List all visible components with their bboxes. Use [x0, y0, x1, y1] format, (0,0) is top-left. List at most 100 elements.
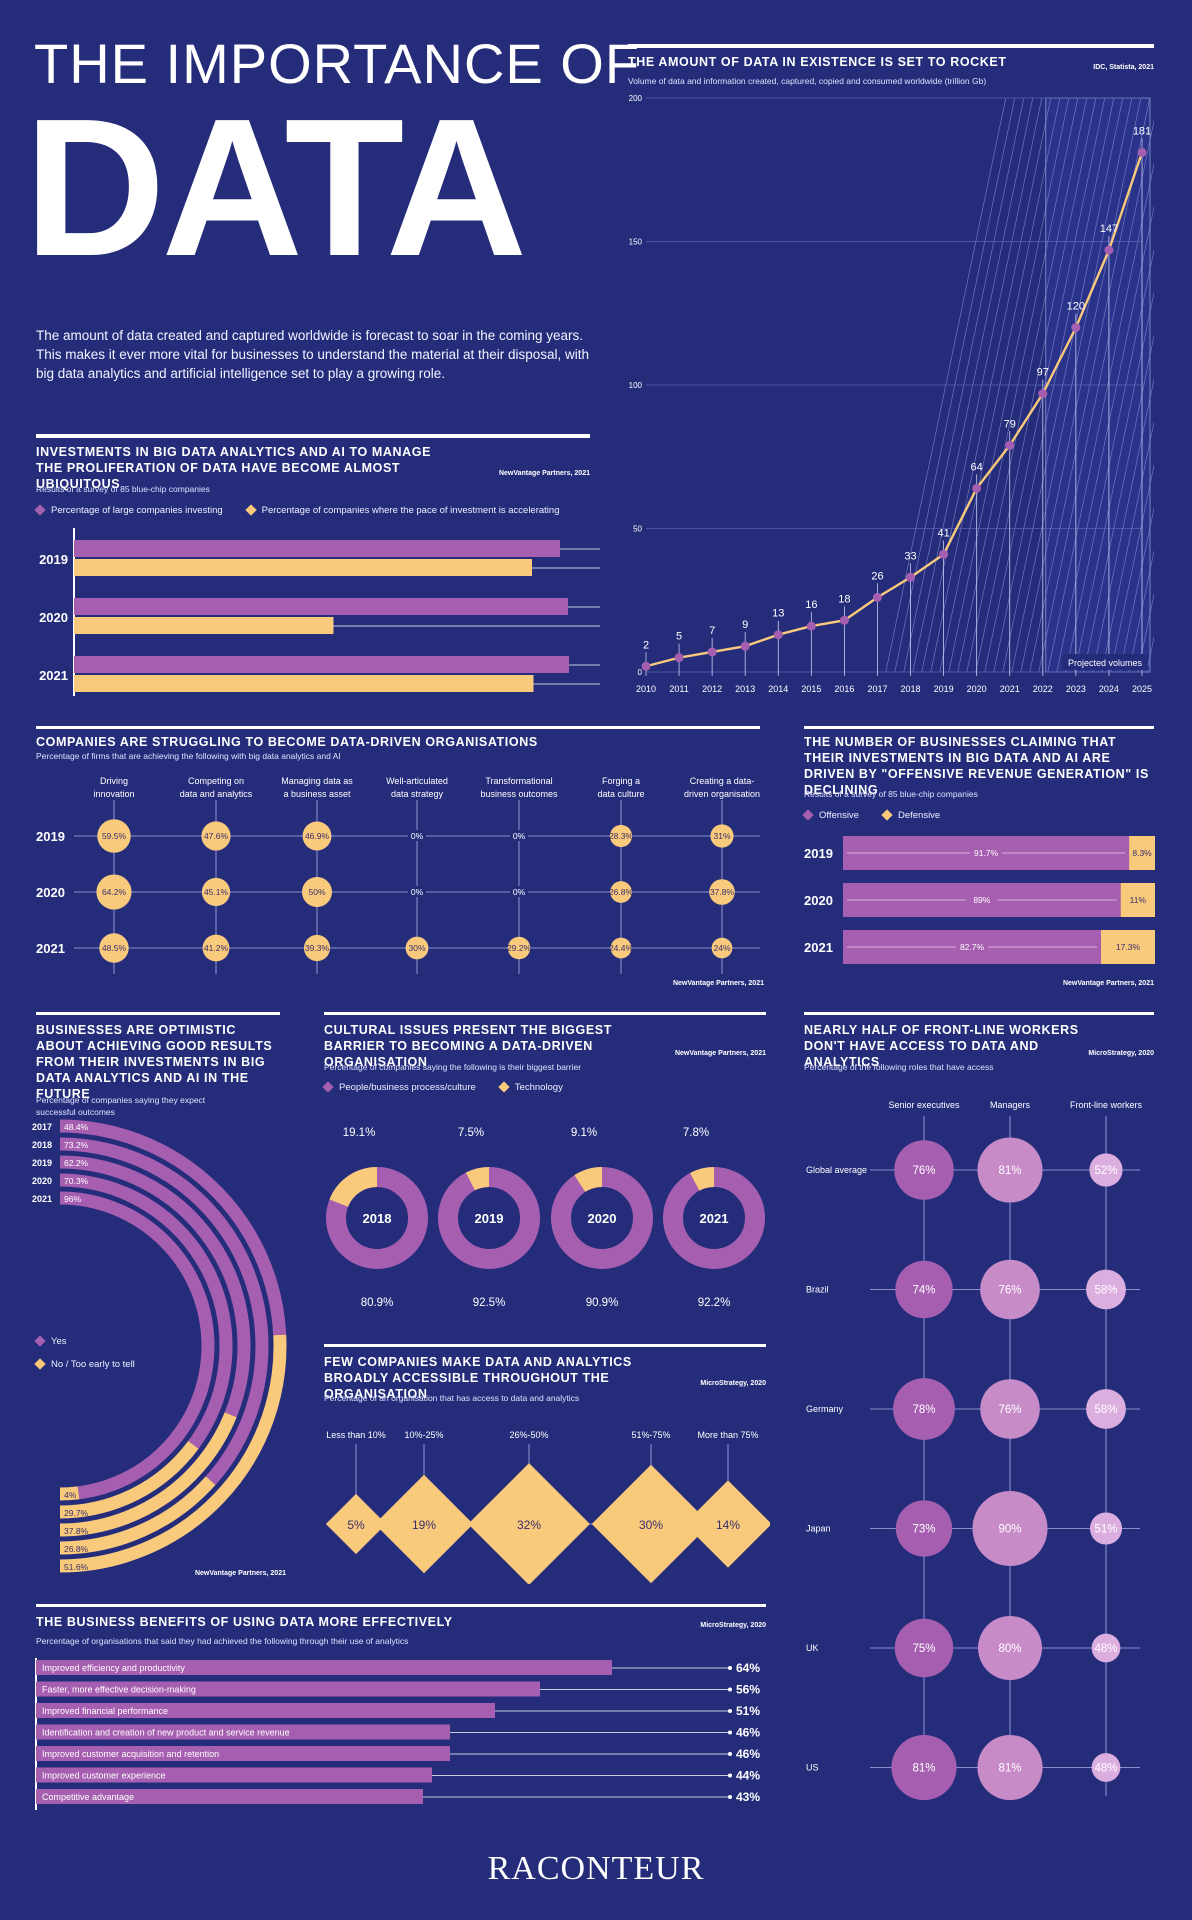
data-point [1071, 323, 1081, 333]
value-label: 31% [713, 831, 730, 841]
value-bubble [1086, 1389, 1126, 1429]
leader-dot [728, 1709, 732, 1713]
legend-item: People/business process/culture [322, 1081, 476, 1094]
value-label: 76% [998, 1285, 1021, 1297]
data-point [641, 661, 651, 671]
offensive-label: 82.7% [960, 942, 985, 952]
volume-line-chart: 0 50 100 150 200 2 2010 5 2011 7 2012 9 2013 13 2014 16… [629, 94, 1154, 694]
row-label: Brazil [806, 1285, 829, 1295]
diamond [468, 1463, 590, 1584]
frontline-title: NEARLY HALF OF FRONT-LINE WORKERS DON'T … [804, 1023, 1079, 1069]
leader-dot [728, 1687, 732, 1692]
value-dot [405, 936, 429, 960]
offensive-label: 91.7% [974, 848, 999, 858]
label-bg [970, 846, 1003, 860]
data-label: 147 [1100, 223, 1118, 235]
row-label: 2019 [36, 829, 65, 844]
legend-item: Defensive [881, 809, 940, 822]
value-dot [302, 821, 332, 851]
legend-item: Offensive [802, 809, 859, 822]
diamond [325, 1493, 387, 1555]
no-label: 51.6% [64, 1562, 89, 1572]
value-label: 76% [912, 1165, 935, 1177]
value-label: 56% [736, 1683, 760, 1697]
hatch-line [1119, 506, 1154, 673]
frontline-source: MicroStrategy, 2020 [1088, 1050, 1154, 1057]
intro-text: The amount of data created and captured … [36, 328, 589, 381]
value-label: 80% [998, 1643, 1021, 1655]
value-label: 45.1% [204, 887, 229, 897]
data-label: 18 [838, 593, 850, 605]
offensive-legend: Offensive Defensive [802, 809, 940, 822]
x-tick-label: 2017 [867, 684, 887, 694]
value-dot [201, 877, 231, 907]
volume-title: THE AMOUNT OF DATA IN EXISTENCE IS SET T… [628, 55, 1007, 69]
arc-yes [59, 1137, 269, 1485]
zero-bg [408, 886, 426, 897]
category-label: 2020 [39, 610, 68, 625]
column-label: driven organisation [684, 789, 760, 799]
value-label: 46.9% [305, 831, 330, 841]
row-label: US [806, 1763, 819, 1773]
arc-no [59, 1476, 216, 1555]
x-tick-label: 2013 [735, 684, 755, 694]
bar [36, 1724, 450, 1740]
struggling-subtitle: Percentage of firms that are achieving t… [36, 751, 341, 761]
bar-defensive [1101, 930, 1155, 964]
access-subtitle: Percentage of an organisation that has a… [324, 1393, 580, 1403]
value-bubble [972, 1491, 1048, 1566]
value-label: 58% [1094, 1285, 1117, 1297]
category-label: Improved financial performance [42, 1706, 168, 1716]
value-label: 46% [736, 1726, 760, 1740]
investments-title: INVESTMENTS IN BIG DATA ANALYTICS AND AI… [36, 445, 432, 491]
data-point [707, 647, 717, 657]
zero-bg [510, 886, 528, 897]
value-label: 46% [736, 1747, 760, 1761]
section-rule [36, 434, 590, 438]
donut-technology [465, 1167, 490, 1191]
frontline-bubble-chart: Senior executives Managers Front-line work… [806, 1100, 1143, 1801]
data-label: 120 [1067, 301, 1085, 313]
yes-label: 48.4% [64, 1122, 89, 1132]
value-bubble [891, 1734, 957, 1801]
y-tick-label: 200 [629, 94, 643, 103]
x-tick-label: 2025 [1132, 684, 1152, 694]
column-label: Forging a [602, 776, 640, 786]
investments-legend: Percentage of large companies investing … [34, 504, 559, 517]
value-dot [609, 824, 633, 848]
bar [74, 598, 568, 615]
data-point [1137, 148, 1147, 158]
arc-no [59, 1440, 199, 1519]
struggling-dot-matrix: Driving innovation Competing on data and an… [36, 776, 760, 974]
investments-bar-chart: 201997.2%91.6%202098.8%51.9%202199.0%91.… [39, 528, 600, 696]
value-label: 0% [513, 831, 526, 841]
arc-yes [59, 1155, 251, 1418]
category-label: Improved customer experience [42, 1771, 166, 1781]
column-label: Managing data as [281, 776, 353, 786]
data-label: 5 [676, 631, 682, 643]
value-label: 30% [408, 943, 425, 953]
row-label: UK [806, 1643, 819, 1653]
value-label: 48% [1094, 1763, 1117, 1775]
page-title-line2: DATA [24, 78, 527, 297]
bar [74, 559, 532, 576]
year-label: 2018 [32, 1140, 52, 1150]
value-label: 50% [308, 887, 325, 897]
bar [36, 1703, 495, 1718]
bar [74, 540, 560, 557]
x-tick-label: 2019 [934, 684, 954, 694]
value-label: 24.4% [609, 943, 634, 953]
value-label: 64.2% [102, 887, 127, 897]
bar [36, 1789, 423, 1804]
value-dot [201, 821, 231, 851]
value-dot [610, 881, 632, 903]
technology-label: 19.1% [343, 1127, 376, 1139]
x-tick-label: 2014 [768, 684, 788, 694]
value-label: 5% [347, 1518, 365, 1532]
access-diamond-chart: Less than 10% 5% 10%-25% 19% 26%-50% 32% 51%-7… [325, 1430, 770, 1584]
optimistic-title: BUSINESSES ARE OPTIMISTIC ABOUT ACHIEVIN… [36, 1023, 273, 1101]
optimistic-source: NewVantage Partners, 2021 [194, 1570, 286, 1577]
section-rule [36, 1012, 280, 1015]
arc-yes [59, 1191, 215, 1500]
year-label: 2021 [32, 1194, 52, 1204]
